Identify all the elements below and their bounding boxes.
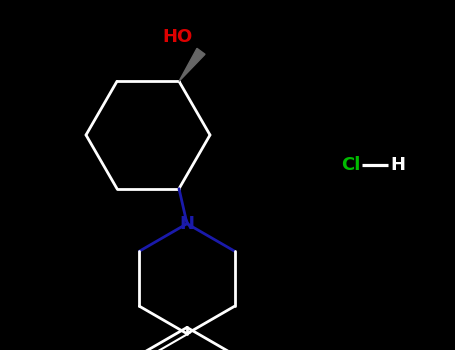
Polygon shape [179,48,205,81]
Text: HO: HO [163,28,193,46]
Text: Cl: Cl [341,156,360,174]
Text: H: H [390,156,405,174]
Text: N: N [180,215,194,233]
